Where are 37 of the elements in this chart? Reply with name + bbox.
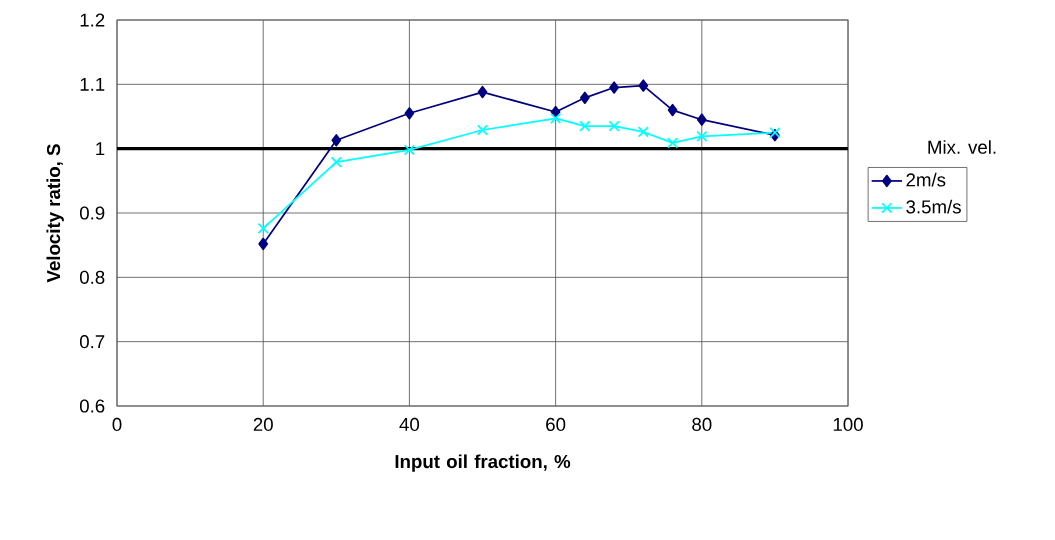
y-tick-label: 0.9: [79, 206, 105, 220]
y-tick-label: 1.1: [80, 77, 105, 91]
point: [330, 156, 342, 168]
x-tick-label: 80: [692, 417, 712, 432]
x-tick-label: 20: [253, 417, 273, 432]
point: [403, 144, 415, 156]
point: [257, 222, 269, 235]
x-tick-label: 60: [546, 417, 566, 432]
x-axis-title: Input oil fraction, %: [395, 454, 571, 472]
point: [667, 103, 678, 117]
point: [608, 120, 620, 132]
y-tick-label: 1.2: [80, 13, 105, 27]
legend-label: 2m/s: [906, 172, 946, 187]
point: [579, 91, 590, 105]
point: [666, 137, 679, 149]
point: [696, 130, 708, 143]
point: [609, 81, 619, 94]
y-tick-label: 0.8: [79, 270, 105, 284]
y-tick-label: 1: [96, 142, 105, 156]
point: [550, 112, 562, 125]
point: [696, 113, 707, 126]
y-axis-title: Velocity ratio, S: [46, 144, 64, 283]
x-tick-label: 40: [399, 417, 420, 432]
point: [638, 79, 649, 92]
point: [579, 120, 591, 132]
point: [331, 134, 342, 147]
point: [637, 126, 649, 138]
point: [476, 124, 489, 136]
point: [258, 237, 269, 251]
x-tick-label: 100: [833, 417, 863, 432]
legend-label: 3.5m/s: [906, 199, 961, 214]
y-tick-label: 0.6: [79, 399, 105, 413]
y-tick-label: 0.7: [79, 335, 105, 349]
point: [404, 107, 415, 120]
legend-title: Mix. vel.: [928, 140, 996, 154]
point: [477, 85, 488, 99]
x-tick-label: 0: [112, 417, 122, 432]
